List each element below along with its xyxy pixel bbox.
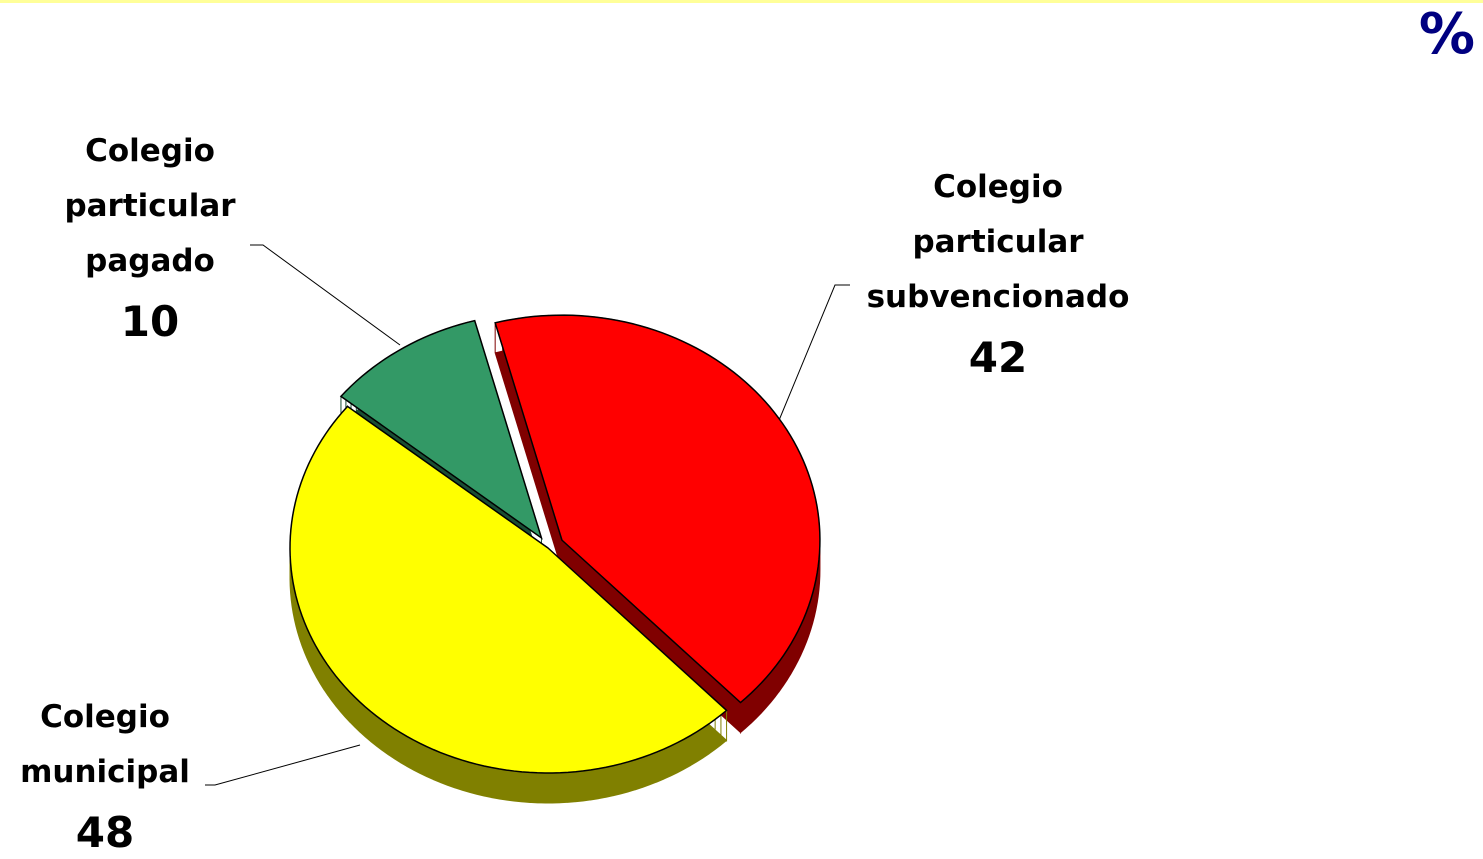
leader-line bbox=[250, 244, 401, 346]
leader-line bbox=[205, 744, 361, 786]
value-label: 42 bbox=[968, 333, 1028, 382]
slice-label: Colegio municipal 48 bbox=[20, 690, 190, 859]
category-label: Colegio particular pagado bbox=[64, 133, 236, 279]
value-label: 10 bbox=[120, 297, 180, 346]
slice-label: Colegio particular pagado 10 bbox=[64, 124, 235, 355]
category-label: Colegio municipal bbox=[20, 699, 190, 790]
slice bbox=[494, 314, 821, 704]
slice bbox=[339, 319, 543, 540]
unit-label: % bbox=[1418, 2, 1475, 67]
slice-label: Colegio particular subvencionado 42 bbox=[867, 160, 1130, 391]
value-label: 48 bbox=[75, 808, 135, 857]
leader-line bbox=[774, 284, 850, 431]
category-label: Colegio particular subvencionado bbox=[866, 169, 1130, 315]
slice bbox=[289, 405, 728, 774]
